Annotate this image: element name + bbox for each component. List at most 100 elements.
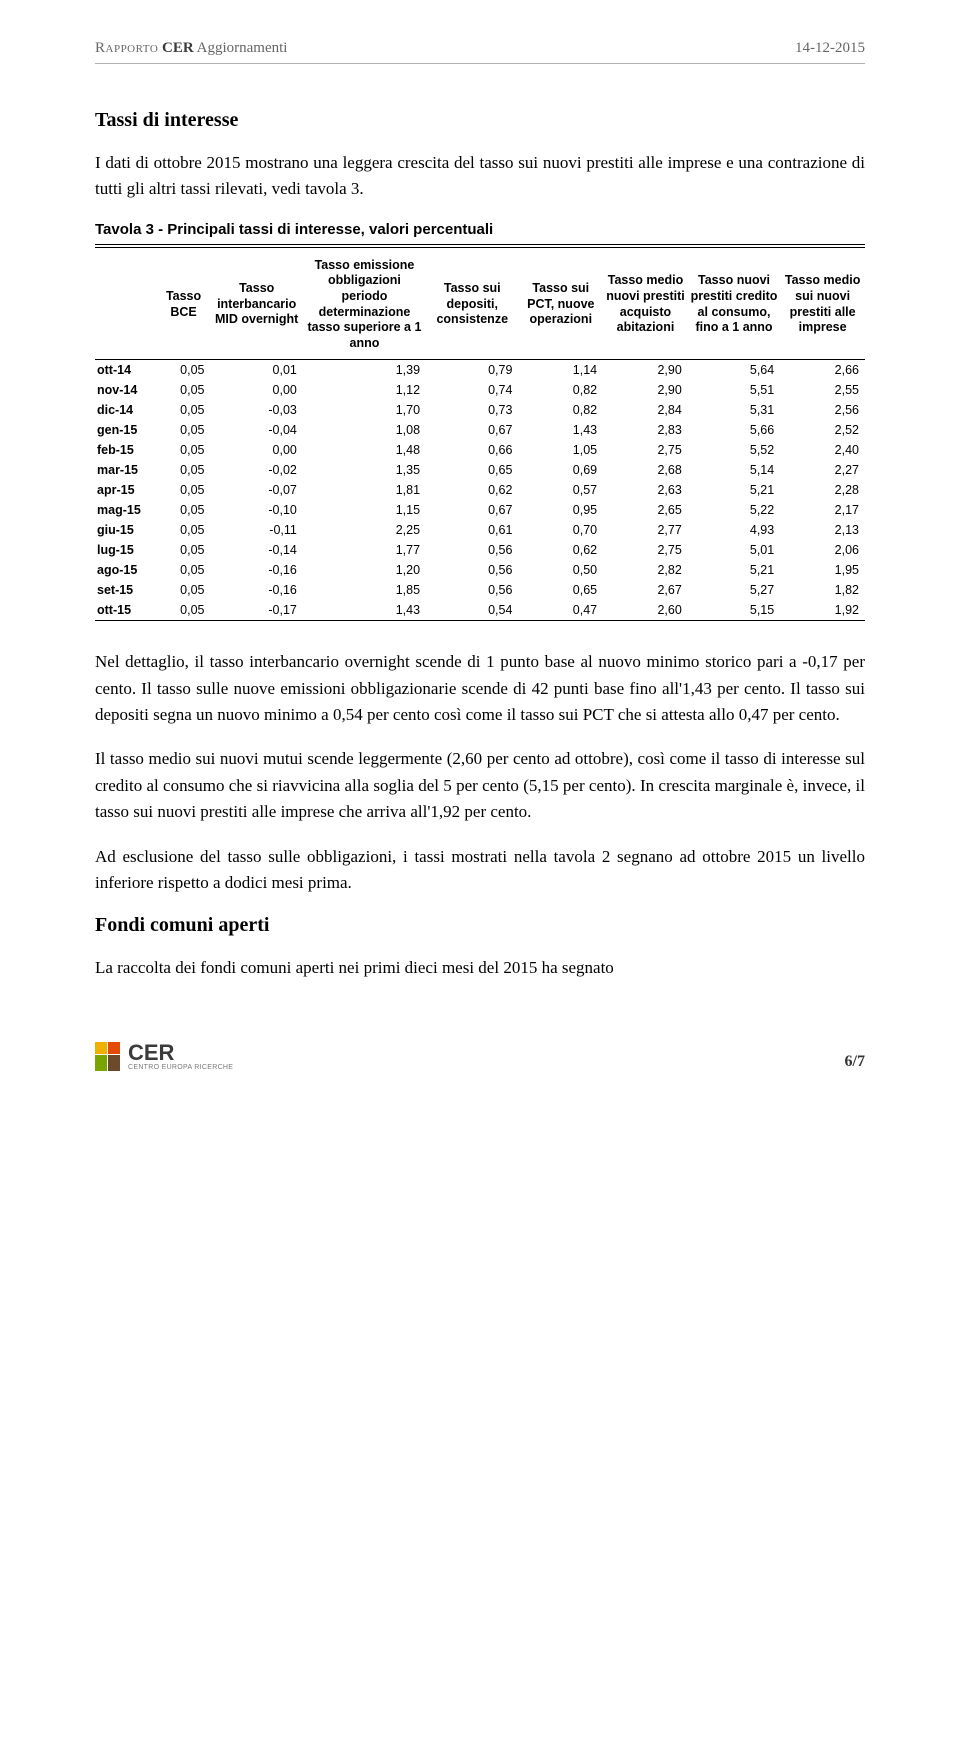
table-column-header: Tasso sui depositi, consistenze [426, 248, 518, 360]
table-cell: 0,05 [157, 380, 211, 400]
table-cell: 0,73 [426, 400, 518, 420]
table-cell: 0,05 [157, 520, 211, 540]
section-title-tassi: Tassi di interesse [95, 109, 865, 132]
row-label: ago-15 [95, 560, 157, 580]
table-cell: -0,17 [210, 600, 302, 621]
row-label: lug-15 [95, 540, 157, 560]
table-cell: 0,05 [157, 600, 211, 621]
table-cell: 0,62 [426, 480, 518, 500]
table-cell: 1,92 [780, 600, 865, 621]
header-cer: CER [162, 40, 194, 56]
table-cell: 0,67 [426, 500, 518, 520]
row-label: ott-15 [95, 600, 157, 621]
section-title-fondi: Fondi comuni aperti [95, 914, 865, 937]
table-cell: 0,65 [518, 580, 603, 600]
table-cell: 0,62 [518, 540, 603, 560]
header-agg: Aggiornamenti [197, 40, 288, 56]
table-cell: 0,05 [157, 500, 211, 520]
table-cell: 0,56 [426, 580, 518, 600]
table-cell: 2,68 [603, 460, 688, 480]
table-cell: 5,31 [688, 400, 780, 420]
row-label: gen-15 [95, 420, 157, 440]
table-title: Tavola 3 - Principali tassi di interesse… [95, 221, 865, 248]
table-body: ott-140,050,011,390,791,142,905,642,66no… [95, 360, 865, 621]
table-cell: 2,63 [603, 480, 688, 500]
table-row: ago-150,05-0,161,200,560,502,825,211,95 [95, 560, 865, 580]
row-label: dic-14 [95, 400, 157, 420]
table-row: set-150,05-0,161,850,560,652,675,271,82 [95, 580, 865, 600]
table-cell: 1,85 [303, 580, 426, 600]
table-cell: 2,90 [603, 380, 688, 400]
table-row: giu-150,05-0,112,250,610,702,774,932,13 [95, 520, 865, 540]
table-cell: 0,66 [426, 440, 518, 460]
logo-square [108, 1055, 120, 1071]
table-cell: 5,27 [688, 580, 780, 600]
table-cell: -0,16 [210, 580, 302, 600]
table-cell: 1,14 [518, 360, 603, 381]
table-cell: -0,02 [210, 460, 302, 480]
table-cell: 5,15 [688, 600, 780, 621]
table-column-header: Tasso sui PCT, nuove operazioni [518, 248, 603, 360]
table-cell: 0,00 [210, 440, 302, 460]
table-cell: 2,56 [780, 400, 865, 420]
table-cell: 1,12 [303, 380, 426, 400]
table-column-header: Tasso medio nuovi prestiti acquisto abit… [603, 248, 688, 360]
table-head: Tasso BCETasso interbancario MID overnig… [95, 248, 865, 360]
table-cell: 0,57 [518, 480, 603, 500]
table-header-row: Tasso BCETasso interbancario MID overnig… [95, 248, 865, 360]
table-cell: 1,77 [303, 540, 426, 560]
table-cell: 0,05 [157, 560, 211, 580]
table-cell: 2,84 [603, 400, 688, 420]
table-row: lug-150,05-0,141,770,560,622,755,012,06 [95, 540, 865, 560]
logo-text: CER CENTRO EUROPA RICERCHE [128, 1042, 233, 1071]
table-cell: 0,79 [426, 360, 518, 381]
table-cell: 0,05 [157, 540, 211, 560]
row-label: mar-15 [95, 460, 157, 480]
table-column-header: Tasso medio sui nuovi prestiti alle impr… [780, 248, 865, 360]
table-cell: 0,95 [518, 500, 603, 520]
row-label: set-15 [95, 580, 157, 600]
logo-subtitle: CENTRO EUROPA RICERCHE [128, 1064, 233, 1071]
paragraph-4: Ad esclusione del tasso sulle obbligazio… [95, 844, 865, 897]
page-number: 6/7 [845, 1053, 865, 1071]
table-column-header: Tasso emissione obbligazioni periodo det… [303, 248, 426, 360]
footer-logo: CER CENTRO EUROPA RICERCHE [95, 1042, 233, 1071]
table-cell: 2,77 [603, 520, 688, 540]
table-cell: 0,82 [518, 380, 603, 400]
table-cell: 1,82 [780, 580, 865, 600]
table-cell: 1,39 [303, 360, 426, 381]
table-cell: 1,05 [518, 440, 603, 460]
table-row: feb-150,050,001,480,661,052,755,522,40 [95, 440, 865, 460]
table-cell: 2,67 [603, 580, 688, 600]
table-cell: 5,01 [688, 540, 780, 560]
row-label: mag-15 [95, 500, 157, 520]
table-cell: 1,70 [303, 400, 426, 420]
table-cell: 0,56 [426, 540, 518, 560]
table-cell: 2,75 [603, 540, 688, 560]
table-cell: 0,05 [157, 580, 211, 600]
table-cell: 5,51 [688, 380, 780, 400]
table-cell: 2,60 [603, 600, 688, 621]
table-cell: 0,82 [518, 400, 603, 420]
table-row: mar-150,05-0,021,350,650,692,685,142,27 [95, 460, 865, 480]
table-cell: 2,55 [780, 380, 865, 400]
table-row: nov-140,050,001,120,740,822,905,512,55 [95, 380, 865, 400]
table-cell: 2,75 [603, 440, 688, 460]
table-cell: 0,61 [426, 520, 518, 540]
table-cell: 0,65 [426, 460, 518, 480]
table-cell: -0,10 [210, 500, 302, 520]
table-row: ott-150,05-0,171,430,540,472,605,151,92 [95, 600, 865, 621]
table-cell: -0,04 [210, 420, 302, 440]
table-cell: 4,93 [688, 520, 780, 540]
table-cell: 2,28 [780, 480, 865, 500]
table-cell: 0,05 [157, 480, 211, 500]
table-cell: 2,40 [780, 440, 865, 460]
row-label: nov-14 [95, 380, 157, 400]
table-cell: 5,14 [688, 460, 780, 480]
table-cell: 1,48 [303, 440, 426, 460]
table-cell: 2,06 [780, 540, 865, 560]
logo-squares-icon [95, 1042, 120, 1071]
table-cell: 5,21 [688, 560, 780, 580]
table-cell: 0,67 [426, 420, 518, 440]
table-cell: -0,03 [210, 400, 302, 420]
